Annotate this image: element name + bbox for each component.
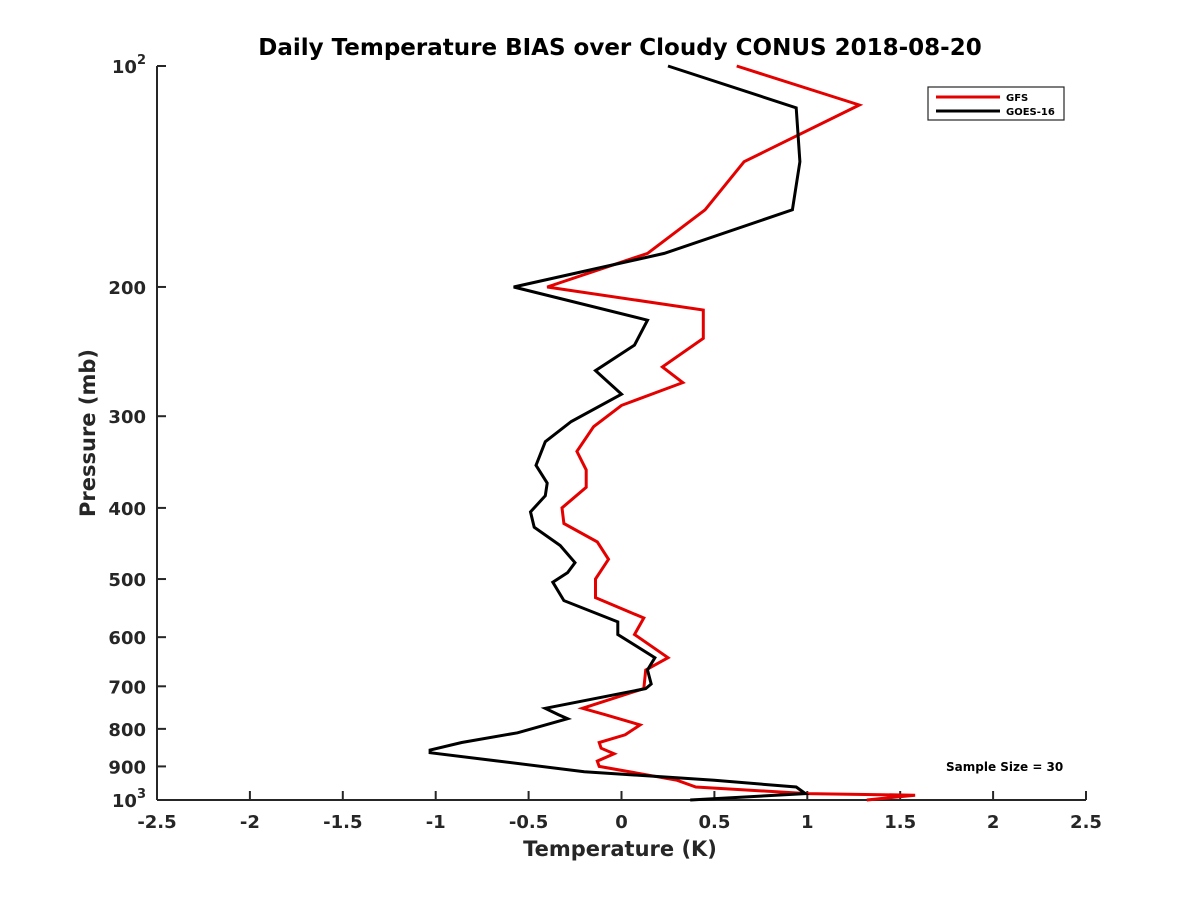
x-axis-label: Temperature (K) (523, 837, 717, 861)
y-tick-label: 600 (108, 628, 146, 649)
x-tick-label: -1.5 (323, 812, 362, 833)
chart-title: Daily Temperature BIAS over Cloudy CONUS… (258, 35, 981, 61)
x-tick-label: 1 (801, 812, 814, 833)
x-tick-label: -2.5 (137, 812, 176, 833)
legend-box (927, 86, 1065, 121)
y-axis-ticks: 102 200 300 400 500 600 700 800 900 103 (108, 53, 166, 812)
x-tick-label: 2.5 (1070, 812, 1102, 833)
x-tick-label: 0.5 (698, 812, 730, 833)
y-tick-label: 400 (108, 499, 146, 520)
legend: GFS GOES-16 (927, 86, 1065, 121)
x-tick-label: -1 (426, 812, 446, 833)
x-tick-label: -2 (240, 812, 260, 833)
sample-size-annotation: Sample Size = 30 (946, 760, 1063, 774)
series-layer (428, 64, 916, 802)
x-tick-label: 1.5 (884, 812, 916, 833)
series-line-gfs (546, 64, 916, 802)
y-axis-label: Pressure (mb) (76, 349, 100, 517)
legend-label: GFS (1006, 93, 1028, 104)
x-tick-label: -0.5 (509, 812, 548, 833)
y-tick-label: 200 (108, 278, 146, 299)
x-tick-label: 0 (615, 812, 628, 833)
x-tick-label: 2 (987, 812, 1000, 833)
y-tick-label: 300 (108, 407, 146, 428)
y-tick-label: 500 (108, 570, 146, 591)
series-line-goes-16 (428, 64, 810, 802)
legend-label: GOES-16 (1006, 107, 1055, 118)
y-tick-label: 900 (108, 757, 146, 778)
plot-axes (156, 66, 1086, 801)
y-tick-label: 800 (108, 720, 146, 741)
y-tick-label: 700 (108, 677, 146, 698)
y-tick-label: 102 (112, 53, 146, 78)
x-axis-ticks: -2.5 -2 -1.5 -1 -0.5 0 0.5 1 1.5 2 2.5 (137, 791, 1102, 833)
y-tick-label: 103 (112, 787, 146, 812)
